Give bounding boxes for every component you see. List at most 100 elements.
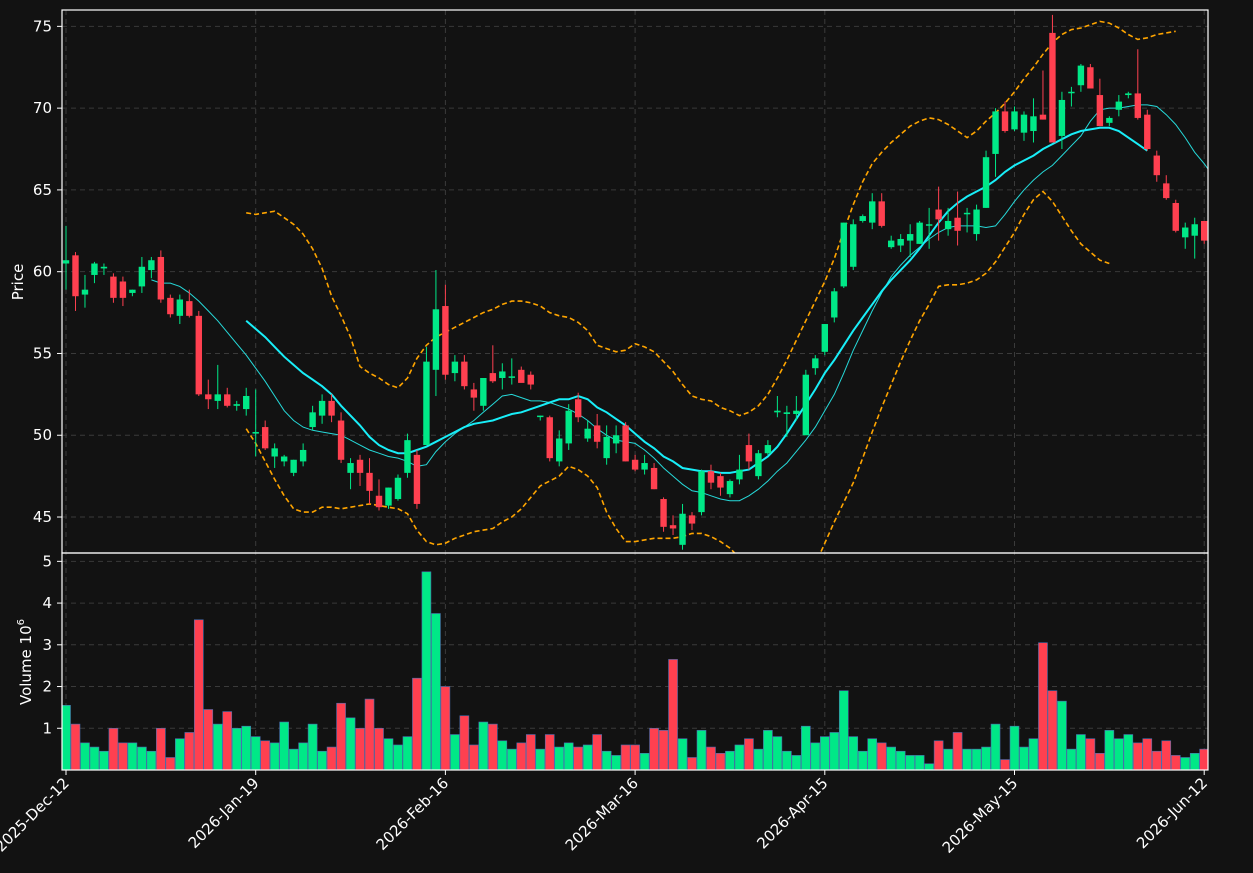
- volume-bar: [1161, 740, 1172, 770]
- candle-body: [1134, 93, 1142, 118]
- candle-body: [1077, 65, 1085, 86]
- candle-body: [527, 374, 534, 385]
- volume-bar: [1019, 746, 1029, 770]
- candle-body: [812, 358, 819, 369]
- candle-body: [91, 263, 98, 275]
- candle-body: [973, 209, 980, 235]
- candle-body: [1163, 183, 1170, 199]
- volume-bar: [810, 742, 821, 770]
- fast-moving-average-line: [151, 104, 1208, 502]
- candle-body: [148, 260, 155, 271]
- volume-bar: [193, 619, 204, 770]
- volume-bar: [1199, 748, 1208, 770]
- candle-body: [100, 266, 108, 269]
- volume-bar: [269, 742, 280, 770]
- volume-bar: [156, 727, 166, 770]
- candle-body: [72, 255, 79, 297]
- candle-body: [356, 459, 364, 473]
- candle-body: [470, 389, 478, 398]
- candle-body: [1068, 91, 1075, 94]
- bollinger-bands: [245, 20, 1176, 553]
- candlesticks: [62, 14, 1208, 550]
- volume-bar: [971, 748, 982, 770]
- candle-body: [802, 374, 810, 436]
- volume-bar: [525, 734, 536, 770]
- candle-body: [129, 289, 136, 293]
- candle-body: [375, 495, 383, 508]
- candle-body: [1144, 114, 1151, 150]
- volume-bar: [62, 705, 71, 770]
- volume-bar: [1009, 725, 1020, 770]
- volume-bar: [1142, 738, 1153, 770]
- candle-body: [328, 400, 335, 416]
- volume-bar: [943, 748, 953, 770]
- volume-bar: [801, 725, 811, 770]
- candle-body: [1125, 93, 1132, 96]
- volume-bar: [933, 740, 944, 770]
- price-tick-label: 65: [33, 181, 52, 199]
- candle-body: [774, 410, 781, 413]
- candle-body: [982, 157, 990, 208]
- volume-tick-label: 4: [42, 594, 52, 612]
- candle-body: [707, 471, 715, 483]
- volume-bar: [895, 750, 906, 770]
- volume-bar: [326, 746, 337, 770]
- candle-body: [309, 412, 316, 428]
- candle-body: [1049, 32, 1056, 143]
- volume-bar: [554, 746, 565, 770]
- volume-bar: [1085, 738, 1096, 770]
- volume-bar: [374, 727, 384, 770]
- volume-axis-label: Volume 106: [16, 619, 35, 705]
- candle-body: [1087, 67, 1094, 89]
- candle-body: [205, 394, 212, 400]
- volume-bar: [658, 730, 669, 770]
- candle-body: [793, 410, 800, 414]
- volume-bar: [734, 744, 745, 770]
- volume-bar: [601, 750, 612, 770]
- volume-bar: [469, 744, 479, 770]
- volume-bar: [1133, 742, 1143, 770]
- candle-body: [669, 525, 677, 529]
- candle-body: [546, 417, 553, 459]
- price-tick-label: 50: [33, 426, 52, 444]
- volume-bar: [592, 734, 602, 770]
- candle-body: [461, 361, 468, 387]
- candle-body: [1058, 99, 1066, 136]
- candle-body: [138, 266, 146, 287]
- upper-band-line: [246, 20, 1176, 417]
- price-tick-label: 70: [33, 99, 52, 117]
- candle-body: [423, 361, 430, 446]
- volume-bar: [421, 571, 432, 770]
- candle-body: [641, 463, 648, 470]
- candle-body: [840, 222, 847, 287]
- candle-body: [1182, 227, 1189, 238]
- volume-bar: [677, 738, 688, 770]
- candle-body: [404, 440, 411, 473]
- candle-body: [622, 425, 629, 462]
- volume-bar: [791, 755, 802, 770]
- candle-body: [176, 299, 184, 316]
- volume-bar: [184, 732, 195, 770]
- volume-bar: [715, 753, 726, 770]
- volume-bar: [630, 744, 640, 770]
- volume-bar: [1151, 750, 1162, 770]
- candle-body: [290, 459, 297, 473]
- volume-bar: [99, 750, 109, 770]
- volume-bar: [260, 740, 270, 770]
- price-tick-label: 75: [33, 17, 52, 35]
- volume-bar: [772, 736, 783, 770]
- volume-bar: [857, 750, 868, 770]
- candle-body: [318, 400, 326, 416]
- candle-body: [1106, 117, 1113, 123]
- volume-bar: [1038, 642, 1048, 770]
- volume-bar: [838, 690, 849, 770]
- candle-body: [1096, 95, 1104, 127]
- candle-body: [869, 201, 876, 223]
- volume-bar: [165, 757, 176, 770]
- volume-bar: [298, 742, 308, 770]
- candle-body: [347, 463, 354, 473]
- candle-body: [186, 301, 193, 316]
- candle-body: [887, 240, 895, 248]
- candle-body: [518, 369, 525, 383]
- candle-body: [261, 427, 269, 449]
